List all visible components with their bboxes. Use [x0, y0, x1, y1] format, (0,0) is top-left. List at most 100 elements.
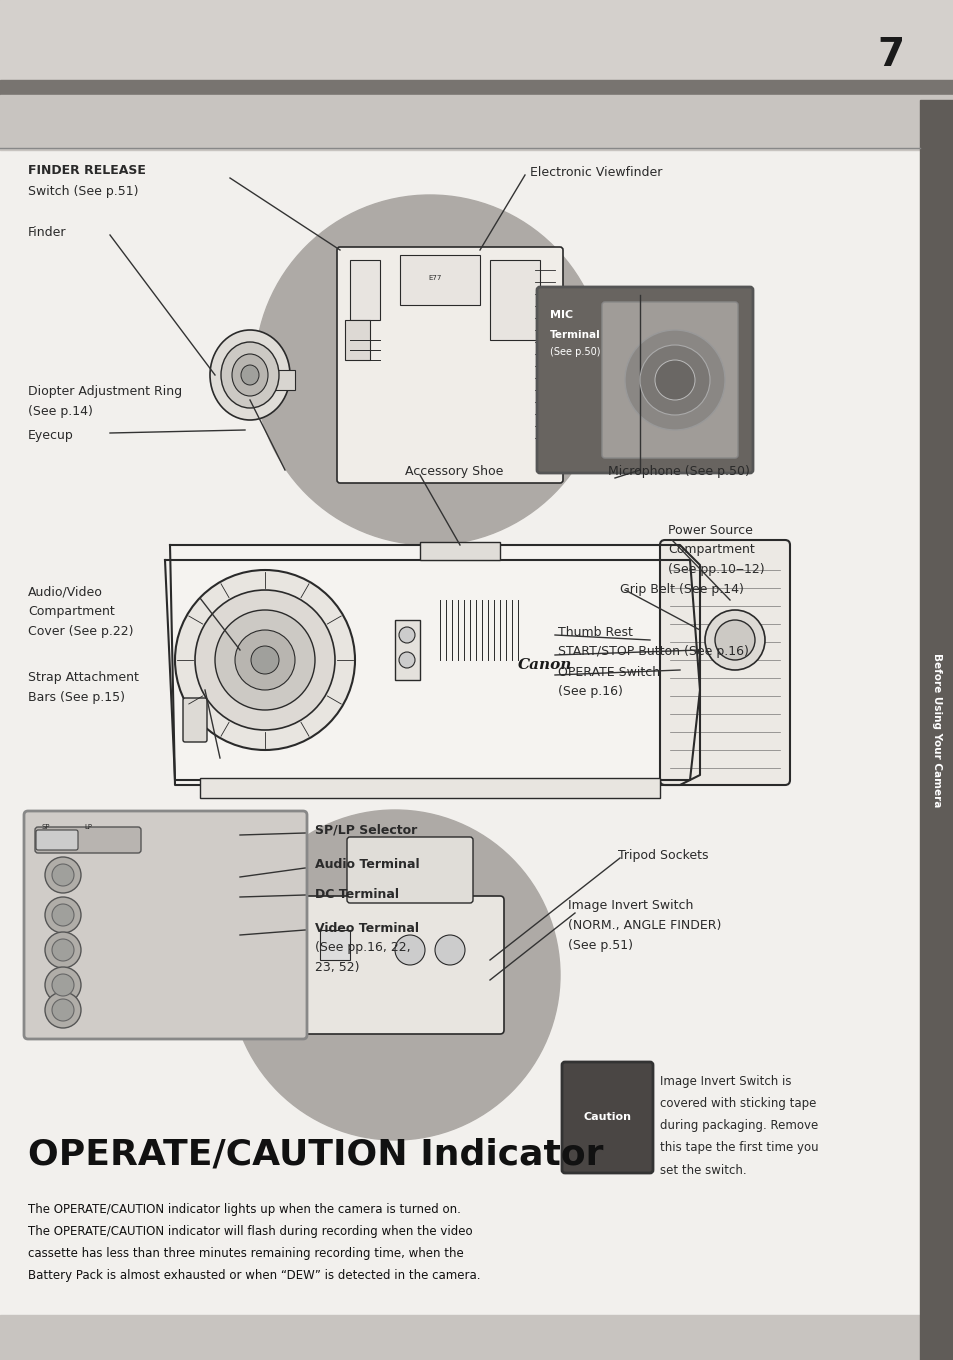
Text: during packaging. Remove: during packaging. Remove [659, 1119, 818, 1133]
Text: OPERATE Switch: OPERATE Switch [558, 665, 659, 679]
Text: Eyecup: Eyecup [28, 428, 73, 442]
Circle shape [52, 938, 74, 962]
FancyBboxPatch shape [601, 302, 738, 458]
Bar [345, 320, 370, 360]
Circle shape [435, 936, 464, 966]
FancyBboxPatch shape [35, 827, 141, 853]
Text: Audio Terminal: Audio Terminal [314, 858, 419, 872]
Text: The OPERATE/CAUTION indicator lights up when the camera is turned on.: The OPERATE/CAUTION indicator lights up … [28, 1204, 460, 1216]
Text: MIC: MIC [550, 310, 573, 320]
Circle shape [174, 570, 355, 749]
Circle shape [194, 590, 335, 730]
Circle shape [655, 360, 695, 400]
Text: Power Source: Power Source [667, 524, 752, 536]
Bar [250, 370, 294, 390]
Text: Audio/Video: Audio/Video [28, 586, 103, 598]
Text: (See pp.10‒12): (See pp.10‒12) [667, 563, 763, 577]
Text: Caution: Caution [583, 1112, 631, 1122]
Bar [919, 101, 953, 1360]
Bar [0, 80, 953, 98]
FancyBboxPatch shape [347, 836, 473, 903]
Circle shape [254, 194, 604, 545]
Text: cassette has less than three minutes remaining recording time, when the: cassette has less than three minutes rem… [28, 1247, 463, 1261]
Circle shape [398, 627, 415, 643]
Circle shape [45, 932, 81, 968]
Text: Diopter Adjustment Ring: Diopter Adjustment Ring [28, 385, 182, 398]
Bar [0, 146, 919, 1325]
Polygon shape [170, 545, 700, 785]
Circle shape [704, 611, 764, 670]
Circle shape [639, 345, 709, 415]
Circle shape [214, 611, 314, 710]
Text: (See p.14): (See p.14) [28, 405, 92, 419]
Circle shape [45, 898, 81, 933]
Circle shape [52, 864, 74, 885]
Bar [0, 0, 953, 101]
Text: Bars (See p.15): Bars (See p.15) [28, 691, 125, 704]
Bar [395, 620, 419, 680]
FancyBboxPatch shape [36, 830, 78, 850]
Bar [0, 1315, 919, 1360]
Bar [350, 260, 379, 320]
Text: Strap Attachment: Strap Attachment [28, 672, 139, 684]
Bar [319, 930, 350, 960]
Text: this tape the first time you: this tape the first time you [659, 1141, 818, 1155]
Text: 23, 52): 23, 52) [314, 962, 359, 975]
Text: Microphone (See p.50): Microphone (See p.50) [607, 465, 749, 479]
FancyBboxPatch shape [295, 896, 503, 1034]
Bar [419, 543, 499, 560]
Text: SP: SP [42, 824, 51, 830]
Text: Compartment: Compartment [667, 544, 754, 556]
Text: (See pp.16, 22,: (See pp.16, 22, [314, 941, 410, 955]
Text: Cover (See p.22): Cover (See p.22) [28, 626, 133, 638]
Text: Terminal: Terminal [550, 330, 600, 340]
Bar [490, 260, 539, 340]
Text: Before Using Your Camera: Before Using Your Camera [931, 653, 941, 808]
Text: SP/LP Selector: SP/LP Selector [314, 824, 416, 836]
Circle shape [45, 857, 81, 894]
Text: Image Invert Switch: Image Invert Switch [567, 899, 693, 911]
Text: Image Invert Switch is: Image Invert Switch is [659, 1076, 791, 1088]
Circle shape [230, 811, 559, 1140]
Ellipse shape [221, 341, 278, 408]
Ellipse shape [232, 354, 268, 396]
Text: (See p.51): (See p.51) [567, 938, 633, 952]
Text: Battery Pack is almost exhausted or when “DEW” is detected in the camera.: Battery Pack is almost exhausted or when… [28, 1269, 480, 1282]
Circle shape [45, 967, 81, 1004]
Polygon shape [165, 560, 700, 781]
Text: covered with sticking tape: covered with sticking tape [659, 1098, 816, 1111]
Text: set the switch.: set the switch. [659, 1164, 746, 1176]
Text: Canon: Canon [517, 658, 572, 672]
FancyBboxPatch shape [561, 1062, 652, 1172]
Circle shape [234, 630, 294, 690]
Text: Switch (See p.51): Switch (See p.51) [28, 185, 138, 199]
Text: Finder: Finder [28, 226, 67, 238]
Text: Video Terminal: Video Terminal [314, 922, 418, 934]
Circle shape [395, 936, 424, 966]
Ellipse shape [241, 364, 258, 385]
Circle shape [45, 991, 81, 1028]
Text: (NORM., ANGLE FINDER): (NORM., ANGLE FINDER) [567, 918, 720, 932]
Text: Compartment: Compartment [28, 605, 114, 619]
Text: Tripod Sockets: Tripod Sockets [618, 849, 708, 861]
Bar [399, 256, 479, 305]
Text: Accessory Shoe: Accessory Shoe [405, 465, 503, 479]
Text: 7: 7 [877, 35, 904, 73]
Bar [0, 95, 953, 150]
Circle shape [52, 904, 74, 926]
FancyBboxPatch shape [537, 287, 752, 473]
Text: Thumb Rest: Thumb Rest [558, 626, 632, 638]
Text: OPERATE/CAUTION Indicator: OPERATE/CAUTION Indicator [28, 1138, 603, 1172]
Text: START/STOP Button (See p.16): START/STOP Button (See p.16) [558, 646, 748, 658]
Circle shape [398, 651, 415, 668]
Text: The OPERATE/CAUTION indicator will flash during recording when the video: The OPERATE/CAUTION indicator will flash… [28, 1225, 472, 1239]
Text: DC Terminal: DC Terminal [314, 888, 398, 902]
Text: E77: E77 [428, 275, 441, 282]
Circle shape [714, 620, 754, 660]
FancyBboxPatch shape [336, 248, 562, 483]
Text: Electronic Viewfinder: Electronic Viewfinder [530, 166, 661, 178]
FancyBboxPatch shape [659, 540, 789, 785]
Ellipse shape [210, 330, 290, 420]
Circle shape [251, 646, 278, 675]
Bar [200, 778, 659, 798]
